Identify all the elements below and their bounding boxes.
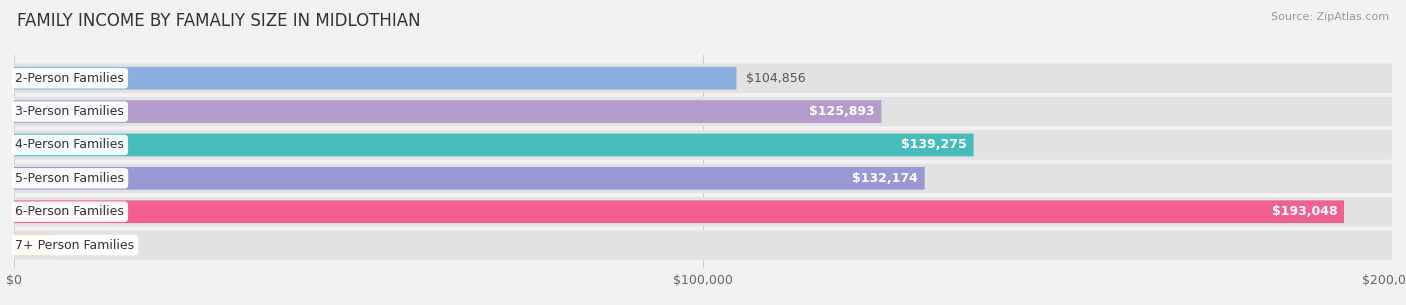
FancyBboxPatch shape bbox=[14, 63, 1392, 93]
FancyBboxPatch shape bbox=[14, 197, 1392, 226]
Text: Source: ZipAtlas.com: Source: ZipAtlas.com bbox=[1271, 12, 1389, 22]
FancyBboxPatch shape bbox=[14, 234, 52, 257]
FancyBboxPatch shape bbox=[14, 97, 1392, 126]
Text: 6-Person Families: 6-Person Families bbox=[15, 205, 124, 218]
FancyBboxPatch shape bbox=[14, 230, 1392, 260]
FancyBboxPatch shape bbox=[14, 67, 737, 90]
Text: 7+ Person Families: 7+ Person Families bbox=[15, 239, 135, 252]
Text: $125,893: $125,893 bbox=[808, 105, 875, 118]
Text: FAMILY INCOME BY FAMALIY SIZE IN MIDLOTHIAN: FAMILY INCOME BY FAMALIY SIZE IN MIDLOTH… bbox=[17, 12, 420, 30]
Text: $0: $0 bbox=[62, 239, 79, 252]
FancyBboxPatch shape bbox=[14, 134, 973, 156]
Text: $132,174: $132,174 bbox=[852, 172, 918, 185]
FancyBboxPatch shape bbox=[14, 164, 1392, 193]
Text: 3-Person Families: 3-Person Families bbox=[15, 105, 124, 118]
Text: 2-Person Families: 2-Person Families bbox=[15, 72, 124, 85]
FancyBboxPatch shape bbox=[14, 100, 882, 123]
Text: $193,048: $193,048 bbox=[1271, 205, 1337, 218]
Text: 5-Person Families: 5-Person Families bbox=[15, 172, 125, 185]
Text: $139,275: $139,275 bbox=[901, 138, 967, 152]
Text: $104,856: $104,856 bbox=[747, 72, 806, 85]
Text: 4-Person Families: 4-Person Families bbox=[15, 138, 124, 152]
FancyBboxPatch shape bbox=[14, 167, 925, 190]
FancyBboxPatch shape bbox=[14, 130, 1392, 160]
FancyBboxPatch shape bbox=[14, 200, 1344, 223]
